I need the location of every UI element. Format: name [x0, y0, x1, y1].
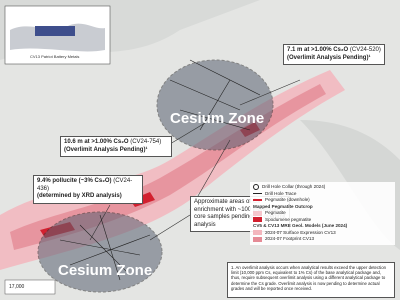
- callout-text: (Overlimit Analysis Pending)¹: [287, 54, 371, 61]
- legend-heading: Mapped Pegmatite Outcrop: [253, 203, 313, 209]
- callout-text: 9.4% pollucite (~3% Cs₂O): [37, 178, 112, 184]
- callout: 10.6 m at >1.00% Cs₂O (CV24-754) (Overli…: [60, 136, 172, 157]
- zone-label: Cesium Zone: [170, 110, 264, 127]
- legend-item: Pegmatite: [265, 210, 286, 215]
- legend-item: Drill Hole Trace: [265, 190, 297, 196]
- scale-label: 17,000: [9, 284, 25, 290]
- legend-item: Spodumene pegmatite: [265, 216, 312, 222]
- legend-heading: CV5 & CV13 MRE Geol. Models (June 2024): [253, 223, 348, 228]
- zone-label: Cesium Zone: [58, 262, 152, 279]
- callout: 7.1 m at >1.00% Cs₂O (CV24-520) (Overlim…: [283, 44, 385, 65]
- inset-land: [10, 23, 105, 52]
- callout-text: (determined by XRD analysis): [37, 193, 122, 199]
- legend-item: Pegmatite (downhole): [265, 197, 310, 202]
- callout-hole: (CV24-520): [349, 47, 381, 53]
- drill-traces: [59, 59, 261, 281]
- legend-item: 2024-07 Surface Expression CV13: [265, 229, 336, 235]
- legend: Drill Hole Collar (through 2024) Drill H…: [250, 182, 395, 245]
- callout-hole: (CV24-436): [37, 178, 133, 192]
- footnote: 1. An overlimit analysis occurs when ana…: [227, 262, 395, 298]
- inset-claims: [35, 26, 75, 36]
- callout-text: 7.1 m at >1.00% Cs₂O: [287, 47, 349, 53]
- scale-frame: [4, 279, 56, 295]
- callout-text: (Overlimit Analysis Pending)¹: [64, 146, 148, 153]
- legend-item: Drill Hole Collar (through 2024): [262, 184, 326, 189]
- callout: 9.4% pollucite (~3% Cs₂O) (CV24-436) (de…: [33, 175, 143, 204]
- inset-label: CV13 Patriot Battery Metals: [30, 54, 79, 59]
- legend-item: 2024-07 Footprint CV13: [265, 236, 315, 241]
- callout-text: 10.6 m at >1.00% Cs₂O: [64, 139, 129, 145]
- callout-hole: (CV24-754): [130, 139, 162, 145]
- cesium-zone-area: [37, 211, 163, 293]
